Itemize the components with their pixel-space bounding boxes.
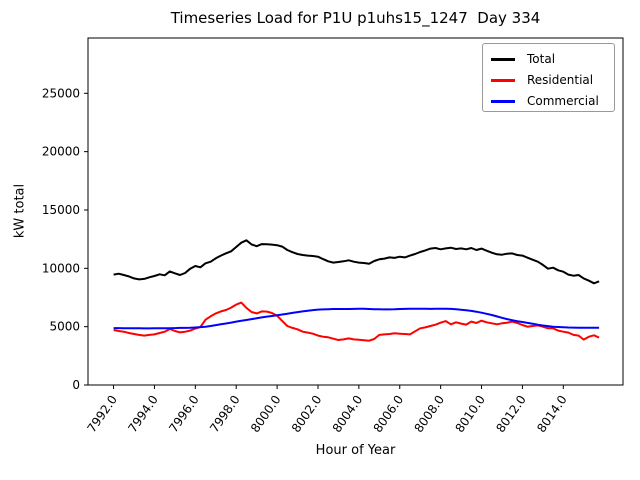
y-tick-label: 25000 — [42, 86, 80, 100]
x-tick-label: 8006.0 — [371, 393, 407, 435]
y-tick-label: 20000 — [42, 145, 80, 159]
series-line-total — [113, 239, 600, 285]
legend-line-sample-total — [491, 58, 515, 61]
x-tick-label: 7994.0 — [125, 393, 161, 435]
x-axis-label: Hour of Year — [315, 443, 396, 458]
x-tick-label: 7996.0 — [166, 393, 202, 435]
legend-label-residential: Residential — [527, 73, 594, 87]
x-tick-label: 7998.0 — [207, 393, 243, 435]
x-tick-label: 8008.0 — [412, 393, 448, 435]
legend: Total Residential Commercial — [482, 43, 615, 112]
series-line-residential — [113, 301, 600, 342]
legend-item-commercial: Commercial — [491, 91, 614, 112]
y-tick-label: 10000 — [42, 261, 80, 275]
y-tick-label: 0 — [72, 378, 80, 392]
x-tick-label: 8000.0 — [248, 393, 284, 435]
legend-line-sample-residential — [491, 79, 515, 82]
legend-label-total: Total — [527, 52, 556, 66]
chart-title: Timeseries Load for P1U p1uhs15_1247 Day… — [170, 9, 541, 27]
legend-item-residential: Residential — [491, 70, 614, 91]
x-tick-label: 8014.0 — [534, 393, 570, 435]
series-line-commercial — [113, 307, 600, 330]
x-tick-label: 8004.0 — [330, 393, 366, 435]
x-tick-label: 8010.0 — [452, 393, 488, 435]
legend-label-commercial: Commercial — [527, 94, 599, 108]
legend-line-sample-commercial — [491, 100, 515, 103]
x-tick-label: 7992.0 — [84, 393, 120, 435]
x-tick-label: 8002.0 — [289, 393, 325, 435]
legend-item-total: Total — [491, 49, 614, 70]
x-tick-label: 8012.0 — [493, 393, 529, 435]
y-tick-label: 5000 — [49, 320, 80, 334]
y-tick-label: 15000 — [42, 203, 80, 217]
